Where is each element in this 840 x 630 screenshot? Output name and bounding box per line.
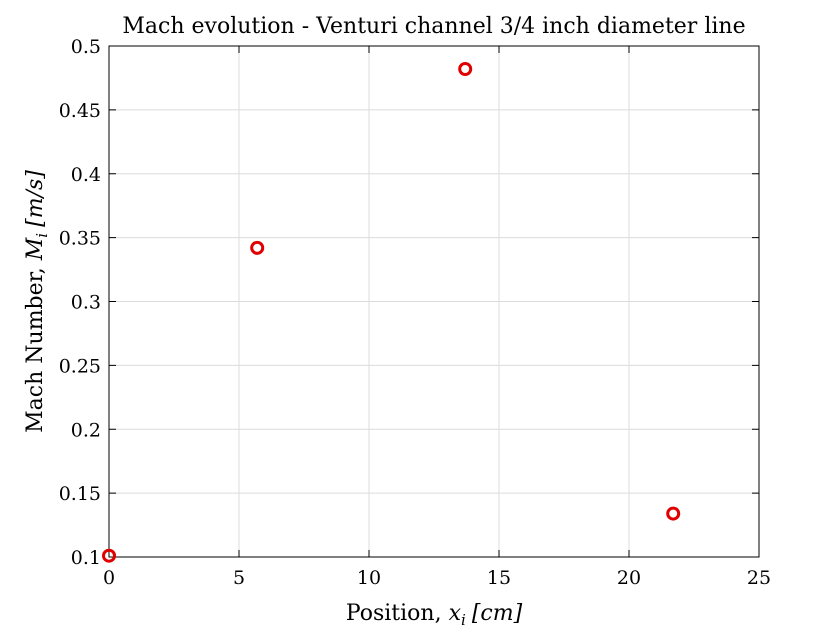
x-tick-label: 20 [617, 567, 641, 589]
data-points [102, 61, 681, 563]
data-point [102, 548, 116, 563]
y-tick-label: 0.4 [71, 164, 101, 186]
x-axis-label-var: x [449, 601, 462, 626]
x-tick-label: 10 [357, 567, 381, 589]
x-tick-label: 15 [487, 567, 511, 589]
x-tick-label: 5 [233, 567, 245, 589]
y-axis-label-base: Mach Number, [23, 260, 48, 433]
chart-title: Mach evolution - Venturi channel 3/4 inc… [122, 14, 745, 39]
y-axis-label-unit: [m/s] [23, 170, 48, 227]
x-tick-label: 25 [747, 567, 771, 589]
y-axis-label-subscript: i [33, 233, 51, 238]
y-tick-label: 0.5 [71, 36, 101, 58]
y-tick-label: 0.45 [59, 100, 101, 122]
x-tick-labels: 0 5 10 15 20 25 [103, 567, 771, 589]
y-tick-label: 0.35 [59, 228, 101, 250]
data-point [666, 506, 681, 521]
grid-lines [108, 45, 760, 558]
y-axis-label-var: M [23, 237, 48, 261]
axis-ticks [108, 45, 760, 558]
y-tick-label: 0.25 [59, 355, 101, 377]
y-axis-label: Mach Number, Mi [m/s] [23, 170, 51, 433]
x-axis-label-base: Position, [346, 601, 449, 626]
y-tick-labels: 0.1 0.15 0.2 0.25 0.3 0.35 0.4 0.45 0.5 [59, 36, 101, 569]
x-tick-label: 0 [103, 567, 115, 589]
x-axis-label-unit: [cm] [472, 601, 523, 626]
y-tick-label: 0.15 [59, 483, 101, 505]
x-axis-label-subscript: i [461, 611, 466, 629]
y-tick-label: 0.3 [71, 292, 101, 314]
data-point [458, 61, 473, 76]
x-axis-label: Position, xi [cm] [346, 601, 523, 629]
y-tick-label: 0.2 [71, 419, 101, 441]
data-point [250, 240, 265, 255]
y-tick-label: 0.1 [71, 547, 101, 569]
